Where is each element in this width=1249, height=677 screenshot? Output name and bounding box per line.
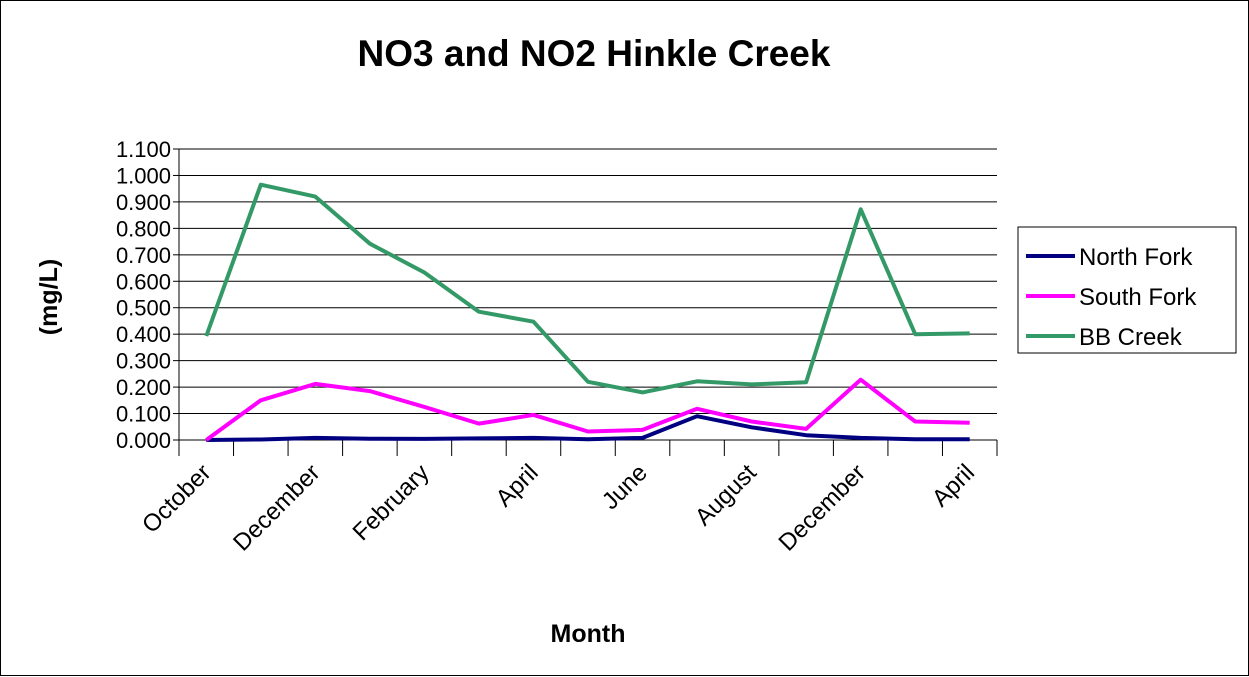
y-tick-label: 0.600 bbox=[116, 269, 171, 294]
series-line-north-fork bbox=[206, 414, 970, 442]
y-tick-label: 0.200 bbox=[116, 375, 171, 400]
y-tick-labels: 0.0000.1000.2000.3000.4000.5000.6000.700… bbox=[116, 137, 171, 453]
legend-label-south-fork: South Fork bbox=[1079, 284, 1197, 311]
y-tick-label: 0.500 bbox=[116, 296, 171, 321]
legend-box bbox=[1017, 226, 1237, 354]
x-tick-label: February bbox=[348, 459, 435, 546]
x-tick-label: December bbox=[228, 459, 325, 556]
y-tick-label: 0.100 bbox=[116, 402, 171, 427]
x-tick-label: August bbox=[690, 459, 762, 531]
y-tick-label: 0.700 bbox=[116, 243, 171, 268]
x-tick-label: April bbox=[491, 459, 544, 512]
series-line-south-fork bbox=[205, 377, 970, 442]
y-tick-label: 1.100 bbox=[116, 137, 171, 162]
x-tick-label: December bbox=[774, 459, 871, 556]
gridlines bbox=[173, 148, 997, 441]
y-tick-label: 0.900 bbox=[116, 190, 171, 215]
x-tick-label: October bbox=[137, 459, 216, 538]
x-tick-label: April bbox=[927, 459, 980, 512]
legend: North Fork South Fork BB Creek bbox=[1017, 226, 1237, 354]
series-line-bb-creek bbox=[204, 182, 970, 395]
y-axis-title: (mg/L) bbox=[35, 259, 63, 335]
series-lines bbox=[204, 182, 970, 442]
chart-title: NO3 and NO2 Hinkle Creek bbox=[358, 33, 831, 74]
y-tick-label: 0.400 bbox=[116, 322, 171, 347]
legend-label-north-fork: North Fork bbox=[1079, 244, 1193, 271]
x-axis-title: Month bbox=[551, 620, 626, 648]
x-tick-labels: October December February April June August De… bbox=[137, 459, 980, 557]
y-tick-label: 1.000 bbox=[116, 163, 171, 188]
legend-label-bb-creek: BB Creek bbox=[1079, 324, 1183, 351]
y-tick-label: 0.000 bbox=[116, 428, 171, 453]
y-tick-label: 0.300 bbox=[116, 349, 171, 374]
y-tick-label: 0.800 bbox=[116, 216, 171, 241]
x-tick-label: June bbox=[597, 459, 653, 515]
